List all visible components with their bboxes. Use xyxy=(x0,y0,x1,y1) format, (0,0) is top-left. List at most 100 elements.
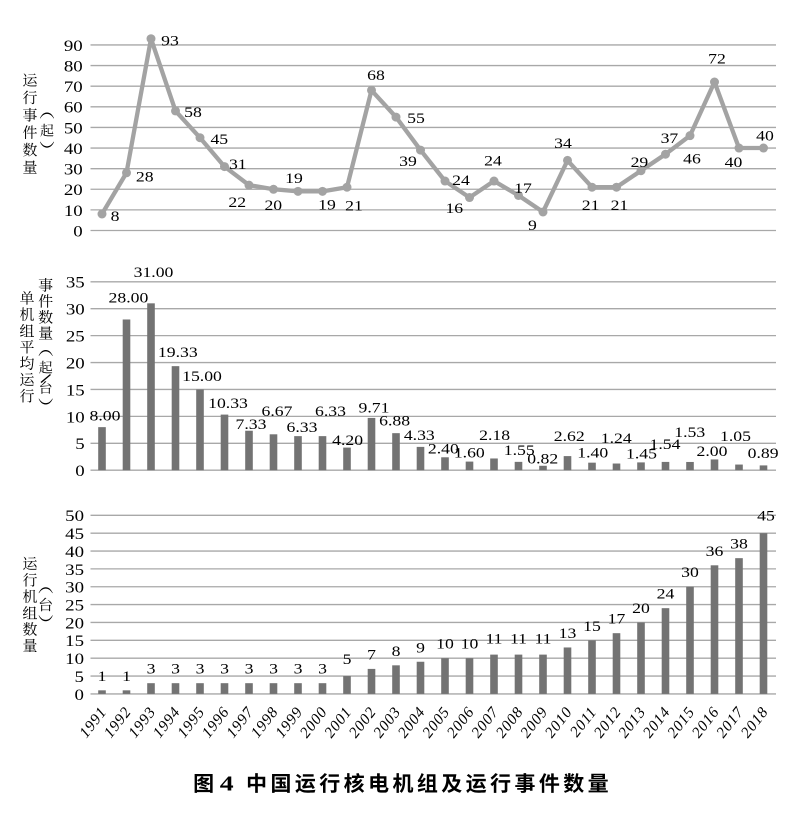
svg-text:30: 30 xyxy=(64,160,83,178)
svg-text:35: 35 xyxy=(66,273,85,291)
svg-text:50: 50 xyxy=(64,119,83,137)
svg-text:7.33: 7.33 xyxy=(236,415,267,432)
svg-text:34: 34 xyxy=(554,134,572,151)
svg-text:93: 93 xyxy=(161,32,179,49)
svg-text:36: 36 xyxy=(706,542,724,559)
svg-text:1: 1 xyxy=(122,667,131,684)
svg-text:6.33: 6.33 xyxy=(315,402,346,419)
svg-text:80: 80 xyxy=(64,57,83,75)
svg-text:40: 40 xyxy=(725,153,743,170)
svg-text:3: 3 xyxy=(220,660,229,677)
svg-text:5: 5 xyxy=(343,650,352,667)
svg-text:3: 3 xyxy=(294,660,303,677)
svg-text:10.33: 10.33 xyxy=(208,394,248,411)
svg-text:37: 37 xyxy=(661,129,679,146)
svg-text:28: 28 xyxy=(136,168,154,185)
svg-text:4.20: 4.20 xyxy=(332,431,363,448)
svg-text:40: 40 xyxy=(756,127,774,144)
svg-text:90: 90 xyxy=(64,36,83,54)
svg-text:39: 39 xyxy=(399,152,417,169)
svg-text:11: 11 xyxy=(510,630,527,647)
svg-text:19.33: 19.33 xyxy=(158,343,198,360)
svg-text:68: 68 xyxy=(367,66,385,83)
svg-text:2.62: 2.62 xyxy=(554,427,585,444)
svg-text:1.55: 1.55 xyxy=(504,441,535,458)
svg-text:7: 7 xyxy=(367,646,376,663)
svg-text:16: 16 xyxy=(445,199,463,216)
svg-text:22: 22 xyxy=(228,193,246,210)
svg-text:40: 40 xyxy=(65,542,84,560)
svg-text:70: 70 xyxy=(64,77,83,95)
svg-text:30: 30 xyxy=(66,300,85,318)
svg-text:28.00: 28.00 xyxy=(108,289,148,306)
svg-text:6.88: 6.88 xyxy=(379,412,410,429)
svg-text:17: 17 xyxy=(514,179,532,196)
svg-text:3: 3 xyxy=(171,660,180,677)
svg-text:21: 21 xyxy=(345,197,363,214)
svg-text:17: 17 xyxy=(608,610,626,627)
svg-text:6.33: 6.33 xyxy=(287,418,318,435)
svg-text:0.82: 0.82 xyxy=(527,450,558,467)
svg-text:20: 20 xyxy=(264,196,282,213)
svg-text:9: 9 xyxy=(416,639,425,656)
svg-text:45: 45 xyxy=(757,507,775,524)
svg-text:5: 5 xyxy=(75,435,85,453)
svg-text:0: 0 xyxy=(75,685,85,703)
svg-text:24: 24 xyxy=(484,152,502,169)
svg-text:15: 15 xyxy=(583,617,601,634)
svg-text:1.60: 1.60 xyxy=(454,444,485,461)
svg-text:25: 25 xyxy=(66,327,85,345)
svg-text:46: 46 xyxy=(683,150,701,167)
svg-text:15: 15 xyxy=(65,632,84,650)
svg-text:4.33: 4.33 xyxy=(404,426,435,443)
svg-text:3: 3 xyxy=(147,660,156,677)
svg-text:1.40: 1.40 xyxy=(577,444,608,461)
svg-text:20: 20 xyxy=(66,354,85,372)
svg-text:5: 5 xyxy=(75,667,85,685)
svg-text:10: 10 xyxy=(65,649,84,667)
svg-text:31.00: 31.00 xyxy=(134,263,174,280)
svg-text:0.89: 0.89 xyxy=(748,444,779,461)
svg-text:45: 45 xyxy=(65,524,84,542)
svg-text:60: 60 xyxy=(64,98,83,116)
svg-text:13: 13 xyxy=(559,624,577,641)
svg-text:10: 10 xyxy=(461,635,479,652)
svg-text:20: 20 xyxy=(632,599,650,616)
svg-text:1.05: 1.05 xyxy=(720,427,751,444)
svg-text:72: 72 xyxy=(708,50,726,67)
svg-text:19: 19 xyxy=(285,169,303,186)
svg-text:4: 4 xyxy=(220,773,234,796)
svg-text:35: 35 xyxy=(65,560,84,578)
svg-text:40: 40 xyxy=(64,139,83,157)
svg-text:9.71: 9.71 xyxy=(359,399,390,416)
svg-text:1.24: 1.24 xyxy=(601,429,632,446)
svg-text:10: 10 xyxy=(64,201,83,219)
svg-text:20: 20 xyxy=(65,614,84,632)
svg-text:55: 55 xyxy=(407,109,425,126)
svg-text:30: 30 xyxy=(65,578,84,596)
svg-text:24: 24 xyxy=(452,171,470,188)
svg-text:10: 10 xyxy=(436,635,454,652)
svg-text:45: 45 xyxy=(210,130,228,147)
svg-text:11: 11 xyxy=(534,630,551,647)
svg-text:21: 21 xyxy=(611,196,629,213)
svg-text:1.53: 1.53 xyxy=(674,423,705,440)
svg-text:30: 30 xyxy=(681,564,699,581)
svg-text:10: 10 xyxy=(66,408,85,426)
svg-text:8.00: 8.00 xyxy=(90,407,121,424)
svg-text:6.67: 6.67 xyxy=(262,402,293,419)
svg-text:29: 29 xyxy=(631,153,649,170)
svg-text:15.00: 15.00 xyxy=(182,367,222,384)
svg-text:3: 3 xyxy=(196,660,205,677)
svg-text:0: 0 xyxy=(75,461,85,479)
svg-text:50: 50 xyxy=(65,507,84,525)
svg-text:1.54: 1.54 xyxy=(650,435,681,452)
svg-text:21: 21 xyxy=(582,196,600,213)
svg-text:2.00: 2.00 xyxy=(697,442,728,459)
svg-text:38: 38 xyxy=(730,535,748,552)
svg-text:1: 1 xyxy=(98,667,107,684)
svg-text:58: 58 xyxy=(184,103,202,120)
svg-text:1.45: 1.45 xyxy=(626,445,657,462)
svg-text:31: 31 xyxy=(229,155,247,172)
svg-text:3: 3 xyxy=(269,660,278,677)
